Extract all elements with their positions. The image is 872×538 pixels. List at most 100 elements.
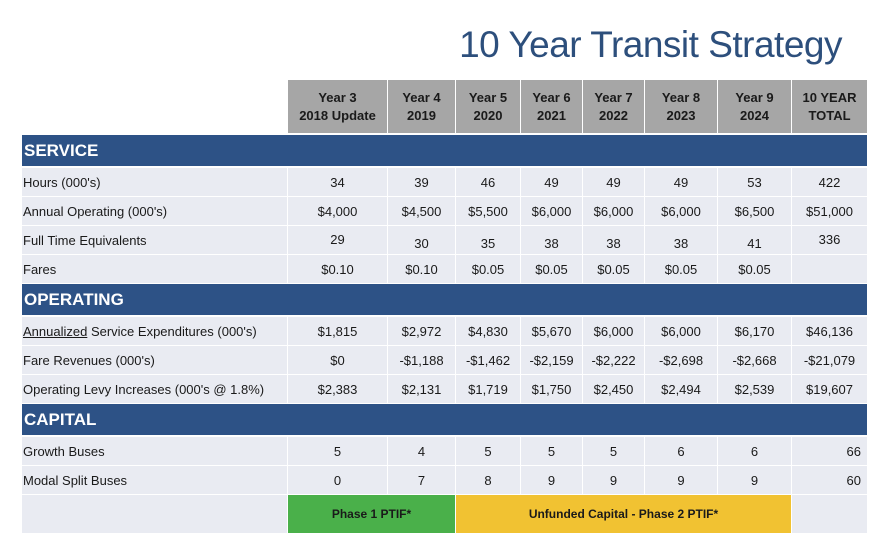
table-cell: 5 bbox=[583, 437, 644, 465]
table-cell: 29 bbox=[288, 226, 387, 254]
table-cell: 5 bbox=[456, 437, 520, 465]
table-cell: 9 bbox=[645, 466, 717, 494]
table-cell: $0.05 bbox=[718, 255, 791, 283]
table-cell: -$2,222 bbox=[583, 346, 644, 374]
header-corner bbox=[22, 80, 287, 133]
table-cell: 49 bbox=[521, 168, 582, 196]
table-cell: 5 bbox=[288, 437, 387, 465]
table-cell: -$1,462 bbox=[456, 346, 520, 374]
table-cell: $6,000 bbox=[583, 317, 644, 345]
table-cell: $2,494 bbox=[645, 375, 717, 403]
table-cell: 46 bbox=[456, 168, 520, 196]
row-label: Hours (000's) bbox=[22, 168, 287, 196]
row-label: Modal Split Buses bbox=[22, 466, 287, 494]
column-header: Year 5 2020 bbox=[456, 80, 520, 133]
table-cell: 336 bbox=[792, 226, 867, 254]
row-label: Growth Buses bbox=[22, 437, 287, 465]
table-cell: $6,000 bbox=[645, 317, 717, 345]
table-cell: $4,500 bbox=[388, 197, 455, 225]
row-label-rest: Service Expenditures (000's) bbox=[87, 323, 257, 339]
table-cell: $0 bbox=[288, 346, 387, 374]
table-cell: $6,500 bbox=[718, 197, 791, 225]
table-cell: -$2,698 bbox=[645, 346, 717, 374]
table-cell: 60 bbox=[792, 466, 867, 494]
table-cell: $1,719 bbox=[456, 375, 520, 403]
table-cell: 9 bbox=[718, 466, 791, 494]
table-cell: $19,607 bbox=[792, 375, 867, 403]
column-header: Year 4 2019 bbox=[388, 80, 455, 133]
table-cell: $0.05 bbox=[521, 255, 582, 283]
table-cell: 5 bbox=[521, 437, 582, 465]
table-cell: 422 bbox=[792, 168, 867, 196]
transit-strategy-table: Year 3 2018 Update Year 4 2019 Year 5 2020 … bbox=[22, 80, 867, 533]
row-label: Operating Levy Increases (000's @ 1.8%) bbox=[22, 375, 287, 403]
table-cell: $2,131 bbox=[388, 375, 455, 403]
table-cell: 8 bbox=[456, 466, 520, 494]
table-cell: 41 bbox=[718, 226, 791, 254]
row-label: Fares bbox=[22, 255, 287, 283]
column-header: Year 3 2018 Update bbox=[288, 80, 387, 133]
table-cell: $5,670 bbox=[521, 317, 582, 345]
footer-total-spacer bbox=[792, 495, 867, 533]
table-cell: $0.05 bbox=[645, 255, 717, 283]
table-cell: 30 bbox=[388, 226, 455, 254]
section-header-operating: OPERATING bbox=[22, 284, 867, 315]
table-cell: 9 bbox=[583, 466, 644, 494]
column-header: Year 6 2021 bbox=[521, 80, 582, 133]
table-cell: -$2,668 bbox=[718, 346, 791, 374]
table-cell: $4,830 bbox=[456, 317, 520, 345]
table-cell: $5,500 bbox=[456, 197, 520, 225]
phase2-unfunded-capital-band: Unfunded Capital - Phase 2 PTIF* bbox=[456, 495, 791, 533]
table-cell: $0.10 bbox=[388, 255, 455, 283]
phase1-ptif-band: Phase 1 PTIF* bbox=[288, 495, 455, 533]
table-cell: $4,000 bbox=[288, 197, 387, 225]
table-cell: $2,539 bbox=[718, 375, 791, 403]
table-cell: $6,000 bbox=[583, 197, 644, 225]
row-label-underlined: Annualized bbox=[23, 323, 88, 339]
table-cell: 49 bbox=[645, 168, 717, 196]
column-header: Year 7 2022 bbox=[583, 80, 644, 133]
footer-spacer bbox=[22, 495, 287, 533]
table-cell: -$21,079 bbox=[792, 346, 867, 374]
table-cell: -$1,188 bbox=[388, 346, 455, 374]
table-cell: 38 bbox=[645, 226, 717, 254]
table-cell: 35 bbox=[456, 226, 520, 254]
table-cell: 66 bbox=[792, 437, 867, 465]
column-header: 10 YEAR TOTAL bbox=[792, 80, 867, 133]
table-cell: $2,972 bbox=[388, 317, 455, 345]
table-cell: $6,000 bbox=[645, 197, 717, 225]
table-cell: $51,000 bbox=[792, 197, 867, 225]
table-cell: 38 bbox=[583, 226, 644, 254]
table-cell: 4 bbox=[388, 437, 455, 465]
table-cell: $0.05 bbox=[583, 255, 644, 283]
column-header: Year 9 2024 bbox=[718, 80, 791, 133]
table-cell: 6 bbox=[645, 437, 717, 465]
table-cell: $46,136 bbox=[792, 317, 867, 345]
row-label: Full Time Equivalents bbox=[22, 226, 287, 254]
table-cell: 7 bbox=[388, 466, 455, 494]
table-cell: $6,170 bbox=[718, 317, 791, 345]
table-cell: $6,000 bbox=[521, 197, 582, 225]
table-cell: 9 bbox=[521, 466, 582, 494]
page-title: 10 Year Transit Strategy bbox=[459, 24, 842, 65]
section-header-capital: CAPITAL bbox=[22, 404, 867, 435]
table-cell: 39 bbox=[388, 168, 455, 196]
table-cell: 53 bbox=[718, 168, 791, 196]
column-header: Year 8 2023 bbox=[645, 80, 717, 133]
section-header-service: SERVICE bbox=[22, 135, 867, 166]
table-cell bbox=[792, 255, 867, 283]
row-label: Annual Operating (000's) bbox=[22, 197, 287, 225]
table-cell: 38 bbox=[521, 226, 582, 254]
row-label: Fare Revenues (000's) bbox=[22, 346, 287, 374]
table-cell: $0.05 bbox=[456, 255, 520, 283]
table-cell: -$2,159 bbox=[521, 346, 582, 374]
table-cell: $2,383 bbox=[288, 375, 387, 403]
table-cell: 34 bbox=[288, 168, 387, 196]
row-label: Annualized Service Expenditures (000's) bbox=[22, 317, 287, 345]
table-cell: 0 bbox=[288, 466, 387, 494]
table-cell: $2,450 bbox=[583, 375, 644, 403]
table-cell: $0.10 bbox=[288, 255, 387, 283]
table-cell: 49 bbox=[583, 168, 644, 196]
table-cell: 6 bbox=[718, 437, 791, 465]
table-cell: $1,750 bbox=[521, 375, 582, 403]
